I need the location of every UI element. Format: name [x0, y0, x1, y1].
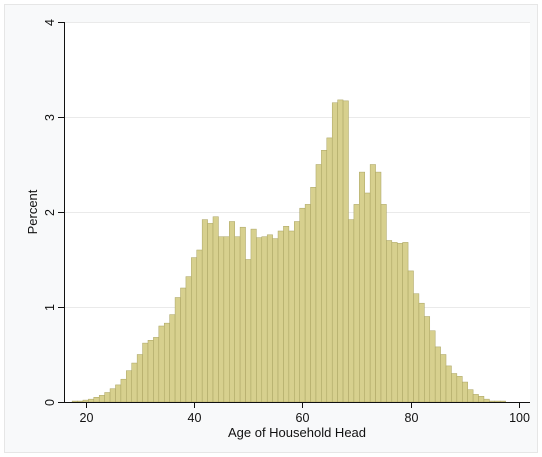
- bar-age-91: [467, 389, 474, 403]
- bar-age-45: [218, 236, 225, 403]
- bar-age-32: [147, 340, 154, 403]
- bar-age-87: [445, 365, 452, 403]
- bar-age-39: [185, 276, 192, 403]
- bar-age-63: [315, 164, 322, 403]
- bar-age-82: [418, 302, 425, 403]
- bar-age-65: [326, 137, 333, 403]
- y-axis-title: Percent: [25, 189, 40, 234]
- bar-age-35: [163, 322, 170, 403]
- bar-age-72: [364, 192, 371, 403]
- bar-age-80: [407, 270, 414, 403]
- bar-age-86: [440, 354, 447, 403]
- bar-age-22: [93, 397, 100, 403]
- bar-age-70: [353, 204, 360, 403]
- bar-age-18: [71, 400, 78, 403]
- bar-age-83: [424, 316, 431, 403]
- bar-age-30: [136, 354, 143, 403]
- bar-age-81: [413, 293, 420, 403]
- x-tick-label-100: 100: [509, 411, 530, 425]
- bar-age-79: [402, 242, 409, 403]
- bar-age-26: [115, 384, 122, 403]
- x-axis-title: Age of Household Head: [228, 425, 366, 440]
- bar-age-25: [109, 388, 116, 403]
- bar-age-60: [299, 207, 306, 403]
- y-tick-label-1: 1: [43, 304, 57, 311]
- bar-age-42: [201, 219, 208, 403]
- bar-age-90: [462, 381, 468, 403]
- bar-age-29: [131, 362, 138, 403]
- bar-age-74: [375, 171, 382, 403]
- y-tick-label-0: 0: [43, 399, 57, 406]
- bar-age-66: [331, 102, 338, 403]
- bar-age-59: [294, 221, 300, 403]
- bar-age-27: [120, 378, 127, 403]
- bar-age-38: [180, 287, 187, 403]
- bar-age-19: [77, 400, 84, 403]
- bar-age-33: [153, 337, 160, 403]
- bar-age-73: [369, 164, 376, 403]
- axis-ticks: 20 40 60 80 100 0 1 2 3 4: [43, 19, 530, 425]
- bar-age-53: [261, 236, 268, 403]
- bar-age-76: [386, 240, 393, 403]
- x-tick-label-40: 40: [188, 411, 202, 425]
- y-tick-label-2: 2: [43, 209, 57, 216]
- bar-age-48: [234, 236, 241, 403]
- bar-age-52: [256, 237, 263, 403]
- bar-age-85: [434, 346, 441, 403]
- bar-age-44: [212, 216, 219, 403]
- bar-age-69: [348, 219, 355, 403]
- bar-age-96: [494, 400, 501, 403]
- bar-age-24: [104, 392, 111, 403]
- bar-age-55: [272, 238, 279, 403]
- bar-age-46: [223, 236, 230, 403]
- bar-age-71: [359, 171, 365, 403]
- bar-age-23: [98, 395, 105, 403]
- bar-age-68: [342, 100, 349, 403]
- x-tick-label-60: 60: [296, 411, 310, 425]
- bar-age-41: [196, 249, 203, 403]
- bar-age-37: [174, 297, 181, 403]
- axes: [64, 22, 530, 403]
- bar-age-61: [304, 204, 311, 403]
- bar-age-28: [126, 370, 132, 403]
- bar-age-97: [499, 400, 506, 403]
- x-tick-label-20: 20: [80, 411, 94, 425]
- bar-age-89: [456, 376, 463, 403]
- y-tick-label-3: 3: [43, 114, 57, 121]
- bar-age-64: [321, 150, 328, 403]
- bar-age-75: [380, 204, 387, 403]
- bar-age-34: [158, 325, 165, 403]
- bar-age-47: [229, 221, 235, 403]
- bar-age-78: [396, 243, 403, 403]
- bar-age-58: [288, 230, 295, 403]
- bar-age-49: [239, 226, 246, 403]
- bar-age-57: [283, 226, 290, 403]
- bar-age-62: [310, 187, 317, 403]
- bar-age-50: [245, 259, 252, 403]
- bar-age-20: [82, 399, 89, 403]
- bar-age-40: [191, 257, 198, 403]
- bar-age-54: [266, 234, 273, 403]
- bar-age-36: [169, 314, 176, 403]
- bar-age-43: [207, 223, 214, 403]
- bar-age-94: [483, 398, 490, 403]
- y-tick-label-4: 4: [43, 19, 57, 26]
- bar-age-21: [88, 398, 95, 403]
- bar-age-67: [337, 99, 344, 403]
- bar-age-77: [391, 242, 398, 403]
- bar-age-92: [472, 394, 479, 403]
- bar-age-56: [277, 230, 284, 403]
- x-tick-label-80: 80: [405, 411, 419, 425]
- bar-age-95: [489, 400, 496, 403]
- bar-age-88: [451, 373, 458, 403]
- bar-age-51: [250, 228, 257, 403]
- bar-age-31: [142, 342, 149, 403]
- bar-age-84: [429, 330, 436, 403]
- bar-age-93: [478, 396, 485, 403]
